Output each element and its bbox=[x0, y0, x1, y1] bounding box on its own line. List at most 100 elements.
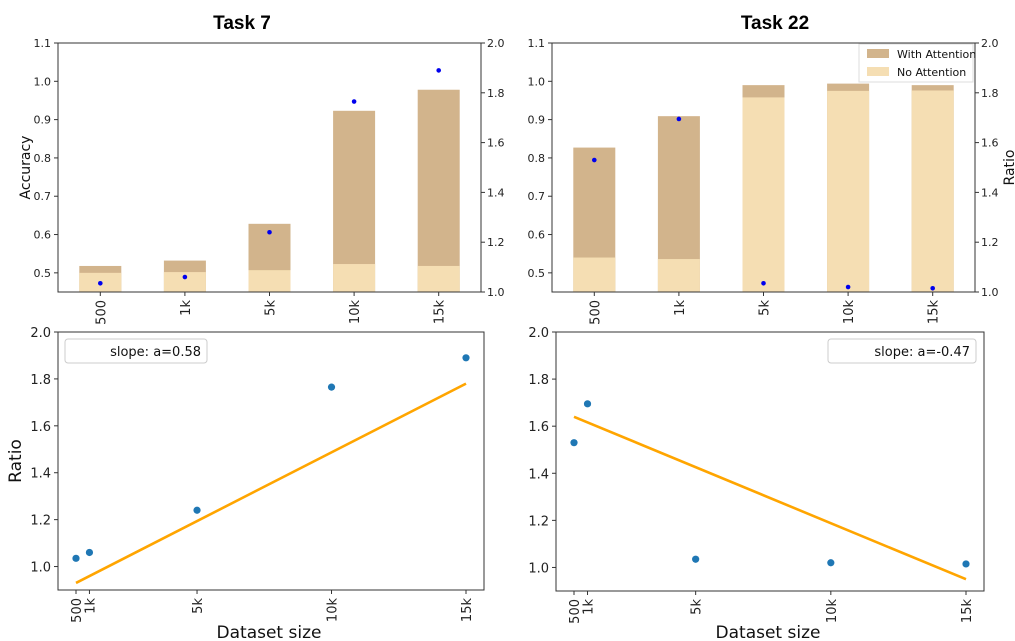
plot-frame bbox=[57, 331, 485, 591]
chart-top-right: Task 22 500 1k 5k 10k 15k 0.5 0.6 0.7 0.8 0.9 1.0 1.… bbox=[528, 13, 1015, 325]
ratio-point bbox=[761, 280, 766, 286]
y-tick-label: 0.8 bbox=[528, 152, 546, 165]
ratio-point bbox=[592, 157, 597, 163]
slope-annotation: slope: a=0.58 bbox=[110, 345, 201, 360]
plot-frame bbox=[555, 331, 985, 592]
legend-label: No Attention bbox=[897, 66, 966, 79]
x-tick-label: 10k bbox=[348, 300, 363, 325]
y-tick-label: 0.8 bbox=[34, 152, 52, 165]
y2-tick-label: 1.6 bbox=[487, 137, 505, 150]
y2-axis-label: Ratio bbox=[1002, 150, 1015, 186]
data-point bbox=[193, 506, 201, 514]
chart-title: Task 22 bbox=[741, 13, 809, 34]
x-tick-label: 500 bbox=[588, 300, 603, 325]
ratio-point bbox=[182, 274, 188, 280]
y-tick-label: 0.6 bbox=[528, 229, 546, 242]
ratio-point bbox=[845, 284, 851, 290]
ratio-point bbox=[676, 116, 682, 122]
x-tick-label: 10k bbox=[326, 598, 341, 623]
y-tick-label: 1.4 bbox=[30, 467, 51, 482]
y-tick-label: 1.4 bbox=[528, 467, 549, 482]
y2-tick-label: 1.0 bbox=[487, 286, 505, 299]
y-tick-label: 1.0 bbox=[528, 75, 546, 88]
ratio-point bbox=[930, 285, 935, 291]
fit-line bbox=[573, 415, 967, 581]
x-tick-label: 10k bbox=[825, 599, 840, 624]
bar-no-attention bbox=[911, 90, 954, 292]
x-tick-label: 5k bbox=[758, 300, 773, 316]
x-tick-label: 10k bbox=[842, 300, 857, 325]
ratio-point bbox=[98, 280, 103, 286]
data-point bbox=[327, 383, 336, 391]
ratio-point bbox=[436, 68, 442, 73]
ratio-point bbox=[267, 229, 272, 235]
annotation-box bbox=[827, 338, 977, 364]
legend-swatch-with-attention bbox=[867, 49, 889, 58]
y-tick-label: 1.2 bbox=[30, 514, 51, 529]
plot-frame bbox=[57, 42, 482, 293]
y-tick-label: 0.5 bbox=[528, 267, 546, 280]
bar-no-attention bbox=[827, 90, 870, 292]
x-tick-label: 500 bbox=[94, 300, 109, 325]
y-tick-label: 1.0 bbox=[34, 75, 52, 88]
y-axis-label: Accuracy bbox=[18, 136, 34, 200]
y-tick-label: 1.6 bbox=[528, 420, 549, 435]
y2-tick-label: 2.0 bbox=[487, 37, 505, 50]
y-tick-label: 1.8 bbox=[528, 373, 549, 388]
x-tick-label: 5k bbox=[690, 599, 705, 615]
data-point bbox=[462, 354, 470, 362]
x-tick-label: 1k bbox=[673, 300, 688, 316]
x-tick-label: 5k bbox=[264, 300, 279, 316]
data-point bbox=[827, 559, 835, 567]
x-axis-label: Dataset size bbox=[716, 623, 821, 641]
data-point bbox=[85, 548, 94, 557]
bar-with-attention bbox=[417, 89, 460, 292]
data-point bbox=[570, 439, 578, 447]
y-tick-label: 0.9 bbox=[34, 114, 52, 127]
y2-tick-label: 1.4 bbox=[981, 186, 999, 199]
bar-no-attention bbox=[742, 97, 785, 293]
y-tick-label: 2.0 bbox=[30, 326, 51, 341]
y2-tick-label: 1.2 bbox=[981, 236, 999, 249]
annotation-box bbox=[64, 338, 208, 364]
y-tick-label: 0.7 bbox=[528, 190, 546, 203]
slope-annotation: slope: a=-0.47 bbox=[874, 345, 970, 360]
bar-no-attention bbox=[573, 257, 616, 292]
y-tick-label: 1.1 bbox=[528, 37, 546, 50]
y2-tick-label: 1.8 bbox=[487, 87, 505, 100]
chart-title: Task 7 bbox=[213, 13, 271, 34]
y2-tick-label: 1.2 bbox=[487, 236, 505, 249]
y-tick-label: 0.9 bbox=[528, 114, 546, 127]
y-tick-label: 1.2 bbox=[528, 514, 549, 529]
x-tick-label: 15k bbox=[433, 300, 448, 325]
y-tick-label: 0.6 bbox=[34, 229, 52, 242]
data-point bbox=[72, 554, 80, 562]
y-axis-label: Ratio bbox=[6, 439, 26, 483]
x-tick-label: 500 bbox=[568, 599, 583, 624]
y-tick-label: 0.7 bbox=[34, 190, 52, 203]
bar-no-attention bbox=[163, 272, 206, 292]
x-tick-label: 5k bbox=[191, 598, 206, 614]
legend-label: With Attention bbox=[897, 48, 976, 61]
data-point bbox=[962, 560, 970, 568]
fit-line bbox=[75, 382, 467, 585]
y-tick-label: 1.0 bbox=[30, 561, 51, 576]
y-tick-label: 1.6 bbox=[30, 420, 51, 435]
y2-tick-label: 1.0 bbox=[981, 286, 999, 299]
x-axis-label: Dataset size bbox=[217, 623, 322, 641]
bar-no-attention bbox=[248, 270, 291, 292]
plot-frame bbox=[551, 42, 976, 293]
x-tick-label: 500 bbox=[70, 598, 85, 623]
legend-swatch-no-attention bbox=[867, 67, 889, 76]
bar-with-attention bbox=[333, 110, 376, 292]
y2-tick-label: 1.4 bbox=[487, 186, 505, 199]
y2-tick-label: 1.6 bbox=[981, 137, 999, 150]
y2-tick-label: 2.0 bbox=[981, 37, 999, 50]
data-point bbox=[692, 555, 700, 563]
y-tick-label: 2.0 bbox=[528, 326, 549, 341]
ratio-point bbox=[351, 99, 357, 104]
x-tick-label: 1k bbox=[179, 300, 194, 316]
